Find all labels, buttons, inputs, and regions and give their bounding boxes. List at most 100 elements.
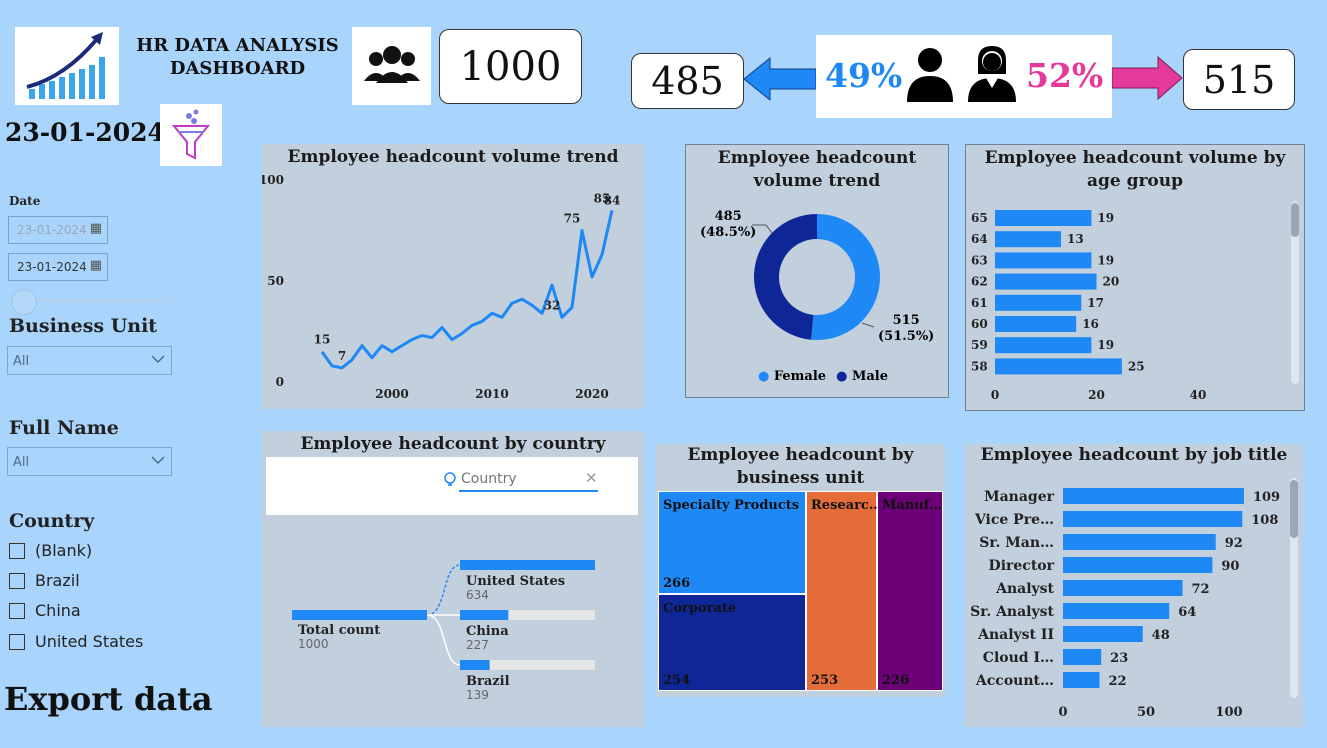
treemap-tile-specialty-products[interactable]: Specialty Products 266 (658, 491, 806, 594)
export-data-button[interactable]: Export data (4, 680, 213, 718)
female-label-pct: (51.5%) (878, 329, 935, 344)
date-slider-track[interactable] (22, 300, 170, 302)
full-name-dropdown[interactable]: All (7, 447, 172, 476)
age-value-label: 17 (1087, 296, 1104, 310)
age-value-label: 25 (1128, 359, 1145, 373)
female-label: 515 (51.5%) (878, 313, 934, 345)
x-tick-label: 2010 (475, 387, 508, 401)
legend-female[interactable]: ● Female (758, 369, 827, 384)
age-value-label: 19 (1097, 253, 1114, 267)
female-label-value: 515 (892, 313, 920, 328)
age-bar (995, 210, 1092, 226)
country-option-label: China (35, 601, 81, 620)
job-bar (1063, 626, 1143, 642)
age-bar (995, 252, 1092, 269)
connector-line (426, 564, 461, 616)
age-category-label: 60 (971, 317, 988, 331)
country-value-label: 227 (466, 638, 489, 652)
job-title-label: Analyst II (977, 627, 1054, 643)
job-value-label: 22 (1109, 674, 1127, 689)
age-chart-panel: Employee headcount volume by age group 6… (965, 144, 1305, 411)
calendar-icon[interactable]: ▦ (89, 221, 102, 236)
donut-slice-female (811, 214, 881, 340)
dashboard-title: HR DATA ANALYSIS DASHBOARD (136, 35, 339, 79)
country-search-area: ✕ (266, 457, 638, 515)
treemap-tile-manufacturing[interactable]: Manuf… 226 (877, 491, 943, 691)
tile-label: Manuf… (882, 498, 943, 513)
age-category-label: 65 (971, 211, 988, 225)
job-value-label: 64 (1178, 605, 1196, 620)
male-count-value: 485 (651, 59, 724, 103)
checkbox[interactable] (9, 572, 25, 589)
country-value-label: 139 (466, 688, 489, 702)
country-option-brazil[interactable]: Brazil (9, 571, 80, 590)
country-option-china[interactable]: China (9, 601, 81, 620)
country-chart-title: Employee headcount by country (300, 434, 606, 454)
age-bar (995, 358, 1122, 375)
total-employees-kpi: 1000 (439, 29, 582, 104)
legend-male[interactable]: ● Male (836, 369, 888, 384)
job-title-label: Analyst (995, 581, 1054, 597)
country-option-blank[interactable]: (Blank) (9, 541, 92, 560)
female-count-kpi: 515 (1183, 49, 1295, 110)
job-title-label: Cloud I… (983, 650, 1054, 666)
chevron-down-icon (151, 355, 165, 364)
country-option-united-states[interactable]: United States (9, 632, 143, 651)
data-label: 32 (544, 298, 561, 312)
business-unit-dropdown[interactable]: All (7, 346, 172, 375)
country-search-input[interactable] (459, 468, 598, 492)
age-bar (995, 273, 1097, 290)
total-count-label: Total count (298, 623, 380, 638)
age-value-label: 19 (1097, 211, 1114, 225)
age-chart-title: Employee headcount volume by age group (984, 148, 1286, 191)
checkbox[interactable] (9, 542, 25, 559)
bu-chart-panel: Employee headcount by business unit Spec… (656, 444, 945, 697)
employees-group-icon (352, 27, 431, 105)
checkbox[interactable] (9, 633, 25, 650)
gender-chart-panel: Employee headcount volume trend 485 (48.… (685, 144, 949, 398)
female-percentage: 52% (1026, 56, 1104, 95)
scrollbar[interactable] (1291, 201, 1299, 384)
country-name-label: China (466, 624, 509, 639)
tile-value: 266 (663, 576, 691, 591)
date-slider-handle[interactable] (11, 289, 37, 315)
date-from-input[interactable]: 23-01-2024 ▦ (8, 216, 108, 244)
age-category-label: 61 (971, 296, 988, 310)
country-name-label: Brazil (466, 674, 510, 689)
full-name-value: All (13, 455, 30, 470)
filter-icon[interactable] (160, 104, 222, 166)
age-bar (995, 316, 1077, 332)
checkbox[interactable] (9, 602, 25, 619)
chevron-down-icon (151, 456, 165, 465)
treemap-tile-research[interactable]: Researc… 253 (806, 491, 882, 691)
country-bar-track (460, 610, 595, 620)
treemap-tile-corporate[interactable]: Corporate 254 (658, 594, 806, 691)
age-category-label: 64 (971, 232, 988, 246)
job-value-label: 23 (1110, 651, 1128, 666)
tile-label: Specialty Products (663, 498, 800, 513)
total-count-value: 1000 (298, 637, 329, 651)
close-icon[interactable]: ✕ (585, 469, 598, 487)
scrollbar-thumb[interactable] (1290, 480, 1298, 538)
age-category-label: 59 (971, 338, 988, 352)
age-category-label: 63 (971, 253, 988, 267)
x-tick-label: 2020 (575, 387, 608, 401)
legend-male-label: Male (851, 369, 888, 384)
full-name-label: Full Name (9, 417, 119, 439)
scrollbar[interactable] (1290, 478, 1298, 698)
data-label: 75 (564, 212, 581, 226)
gender-chart-title: Employee headcount volume trend (717, 148, 917, 191)
country-bar (460, 660, 490, 670)
tile-label: Researc… (811, 498, 882, 513)
calendar-icon[interactable]: ▦ (89, 258, 102, 273)
business-unit-value: All (13, 354, 30, 369)
scrollbar-thumb[interactable] (1291, 203, 1299, 237)
y-tick-label: 50 (267, 274, 284, 288)
y-tick-label: 0 (276, 375, 284, 389)
date-to-input[interactable]: 23-01-2024 ▦ (8, 253, 108, 281)
x-tick-label: 0 (991, 388, 999, 402)
data-label: 7 (338, 349, 346, 363)
age-bar (995, 231, 1061, 248)
job-title-label: Sr. Analyst (970, 604, 1054, 620)
